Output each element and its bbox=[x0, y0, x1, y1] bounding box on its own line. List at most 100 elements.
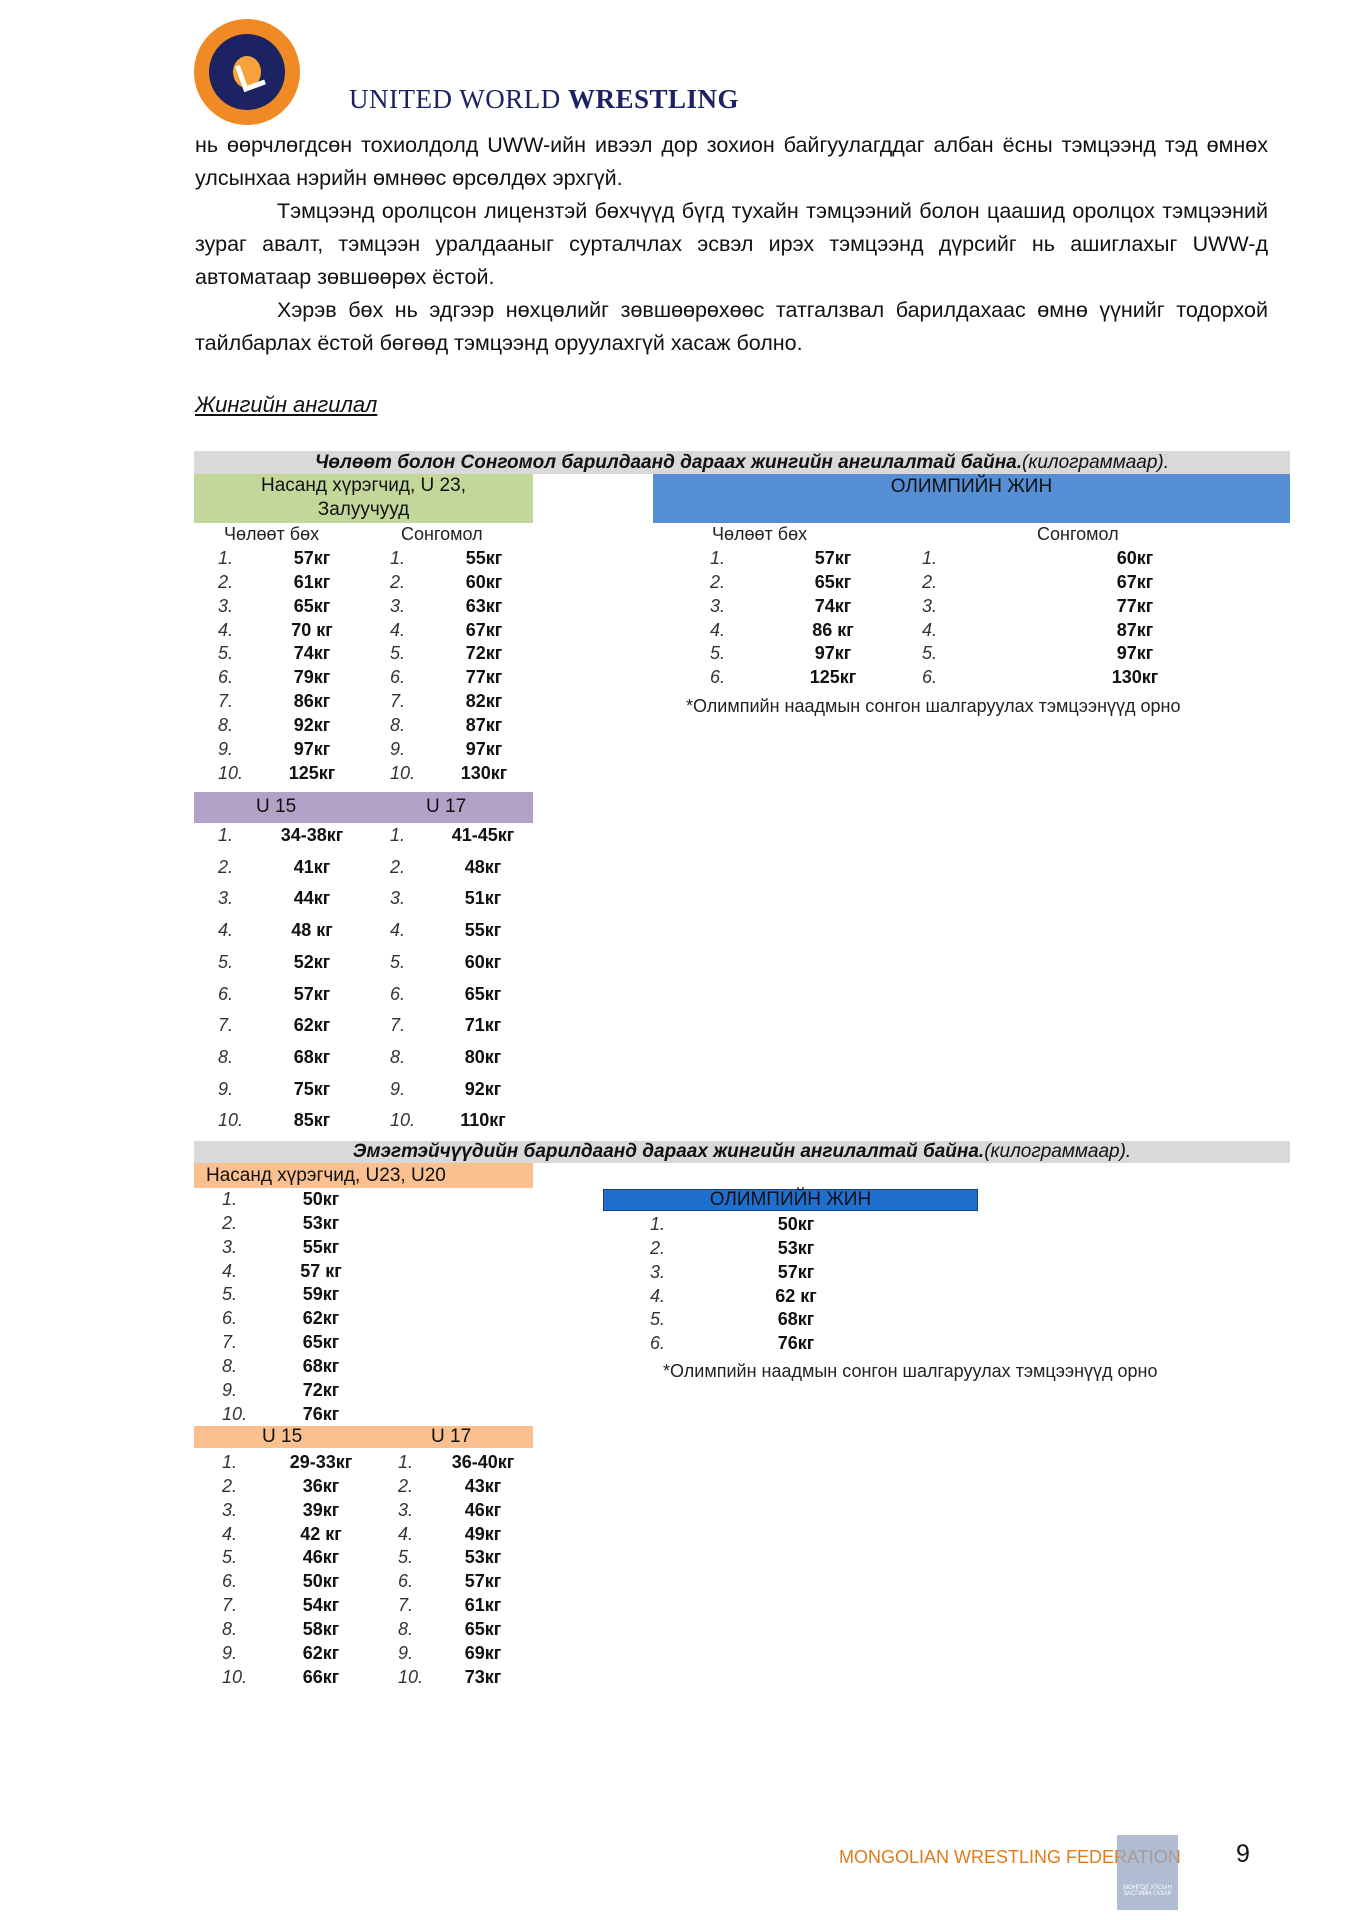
men-u15-index: 2. bbox=[218, 856, 234, 877]
men-u15-weight: 62кг bbox=[293, 1015, 331, 1036]
women-senior-weight: 72кг bbox=[302, 1379, 340, 1400]
uww-logo bbox=[194, 19, 300, 125]
women-u17-weight: 61кг bbox=[464, 1595, 502, 1616]
men-senior-free-weight: 65кг bbox=[293, 595, 331, 616]
men-u15-index: 8. bbox=[218, 1046, 234, 1067]
women-u17-label: U 17 bbox=[431, 1426, 472, 1447]
men-u17-index: 8. bbox=[390, 1046, 406, 1067]
women-u17-weight: 53кг bbox=[464, 1547, 502, 1568]
men-u15-index: 1. bbox=[218, 825, 234, 845]
men-u15-index: 9. bbox=[218, 1078, 234, 1099]
government-stamp: МОНГОЛ УЛСЫН ЗАСГИЙН ГАЗАР bbox=[1117, 1835, 1178, 1910]
women-olympic-index: 4. bbox=[650, 1285, 666, 1306]
women-u17-weight: 65кг bbox=[464, 1618, 502, 1639]
women-olympic-weight: 76кг bbox=[777, 1333, 815, 1354]
men-u17-index: 4. bbox=[390, 920, 406, 941]
men-olympic-free-weight: 125кг bbox=[809, 667, 857, 688]
men-olympic-note: *Олимпийн наадмын сонгон шалгаруулах тэм… bbox=[686, 696, 1181, 716]
men-senior-free-index: 8. bbox=[218, 714, 234, 735]
women-olympic-index: 5. bbox=[650, 1309, 666, 1330]
paragraph-1: нь өөрчлөгдсөн тохиолдолд UWW-ийн ивээл … bbox=[195, 133, 1268, 190]
men-olympic-free-weight: 97кг bbox=[814, 643, 852, 664]
men-senior-greco-index: 6. bbox=[390, 667, 406, 688]
men-senior-free-index: 3. bbox=[218, 595, 234, 616]
women-senior-weight: 76кг bbox=[302, 1403, 340, 1424]
women-senior-weight: 55кг bbox=[302, 1236, 340, 1257]
women-u15-index: 5. bbox=[222, 1547, 238, 1568]
women-senior-header: Насанд хүрэгчид, U23, U20 bbox=[194, 1163, 533, 1188]
men-olympic-greco-weight: 97кг bbox=[1116, 643, 1154, 664]
men-senior-greco-weight: 82кг bbox=[465, 691, 503, 712]
men-olympic-greco-index: 4. bbox=[922, 619, 938, 640]
men-u15-index: 4. bbox=[218, 920, 234, 941]
women-u17-weight: 49кг bbox=[464, 1523, 502, 1544]
men-u17-weight: 55кг bbox=[464, 920, 502, 941]
men-senior-free-weight: 70 кг bbox=[291, 619, 333, 640]
women-senior-index: 7. bbox=[222, 1332, 238, 1353]
men-u17-index: 3. bbox=[390, 888, 406, 909]
men-senior-greco-weight: 60кг bbox=[465, 571, 503, 592]
men-u15-weight: 57кг bbox=[293, 983, 331, 1004]
men-u17-weight: 80кг bbox=[464, 1046, 502, 1067]
men-u17-index: 1. bbox=[390, 825, 406, 845]
women-senior-weight: 65кг bbox=[302, 1332, 340, 1353]
women-youth-header: U 15 U 17 bbox=[194, 1426, 533, 1448]
men-u15-weight: 75кг bbox=[293, 1078, 331, 1099]
men-senior-greco-index: 8. bbox=[390, 714, 406, 735]
women-u15-weight: 58кг bbox=[302, 1618, 340, 1639]
men-senior-free-index: 10. bbox=[218, 762, 244, 783]
men-olympic-greco-weight: 60кг bbox=[1116, 548, 1154, 568]
women-u15-weight: 54кг bbox=[302, 1595, 340, 1616]
women-u17-weight: 43кг bbox=[464, 1475, 502, 1496]
women-senior-index: 8. bbox=[222, 1355, 238, 1376]
women-olympic-index: 6. bbox=[650, 1333, 666, 1354]
men-senior-greco-index: 5. bbox=[390, 643, 406, 664]
women-olympic-index: 3. bbox=[650, 1261, 666, 1282]
men-olympic-greco-index: 5. bbox=[922, 643, 938, 664]
women-senior-weight: 62кг bbox=[302, 1308, 340, 1329]
men-u15-index: 5. bbox=[218, 951, 234, 972]
women-banner-text: Эмэгтэйчүүдийн барилдаанд дараах жингийн… bbox=[352, 1141, 985, 1162]
brand-bold: WRESTLING bbox=[567, 84, 740, 114]
men-u17-weight: 60кг bbox=[464, 951, 502, 972]
women-u15-weight: 39кг bbox=[302, 1499, 340, 1520]
women-senior-index: 3. bbox=[222, 1236, 238, 1257]
women-u15-index: 1. bbox=[222, 1452, 238, 1472]
women-u17-index: 7. bbox=[398, 1595, 414, 1616]
men-u17-weight: 110кг bbox=[460, 1110, 506, 1131]
women-olympic-weight: 62 кг bbox=[775, 1285, 817, 1306]
women-senior-index: 10. bbox=[222, 1403, 248, 1424]
brand-title: UNITED WORLD WRESTLING bbox=[349, 84, 739, 115]
women-u15-label: U 15 bbox=[262, 1426, 303, 1447]
women-u15-weight: 42 кг bbox=[300, 1523, 342, 1544]
men-olympic-free-weight: 57кг bbox=[814, 548, 852, 568]
women-u15-weight: 50кг bbox=[302, 1571, 340, 1592]
men-senior-free-label: Чөлөөт бөх bbox=[224, 524, 320, 544]
men-olympic-free-weight: 74кг bbox=[814, 595, 852, 616]
men-senior-free-weight: 86кг bbox=[293, 691, 331, 712]
men-u17-index: 9. bbox=[390, 1078, 406, 1099]
men-u15-weight: 68кг bbox=[293, 1046, 331, 1067]
women-olympic-weight: 50кг bbox=[777, 1214, 815, 1234]
men-senior-free-index: 2. bbox=[218, 571, 234, 592]
men-u15-weight: 85кг bbox=[293, 1110, 331, 1131]
men-senior-greco-weight: 130кг bbox=[460, 762, 508, 783]
men-olympic-free-label: Чөлөөт бөх bbox=[712, 524, 808, 544]
paragraph-2: Тэмцээнд оролцсон лицензтэй бөхчүүд бүгд… bbox=[195, 199, 1268, 289]
women-olympic-header: ОЛИМПИЙН ЖИН bbox=[603, 1189, 978, 1211]
men-u15-index: 10. bbox=[218, 1110, 244, 1131]
men-u17-weight: 92кг bbox=[464, 1078, 502, 1099]
women-u15-index: 9. bbox=[222, 1642, 238, 1663]
women-senior-weight: 50кг bbox=[302, 1189, 340, 1209]
women-senior-index: 2. bbox=[222, 1212, 238, 1233]
men-banner-text: Чөлөөт болон Сонгомол барилдаанд дараах … bbox=[314, 451, 1023, 473]
men-banner-unit: (килограммаар). bbox=[1022, 451, 1170, 473]
women-u15-index: 3. bbox=[222, 1499, 238, 1520]
men-banner: Чөлөөт болон Сонгомол барилдаанд дараах … bbox=[194, 451, 1290, 474]
women-u15-index: 4. bbox=[222, 1523, 238, 1544]
men-u15-index: 7. bbox=[218, 1015, 234, 1036]
men-senior-free-weight: 79кг bbox=[293, 667, 331, 688]
women-senior-index: 6. bbox=[222, 1308, 238, 1329]
men-olympic-greco-index: 1. bbox=[922, 548, 938, 568]
men-senior-free-index: 6. bbox=[218, 667, 234, 688]
